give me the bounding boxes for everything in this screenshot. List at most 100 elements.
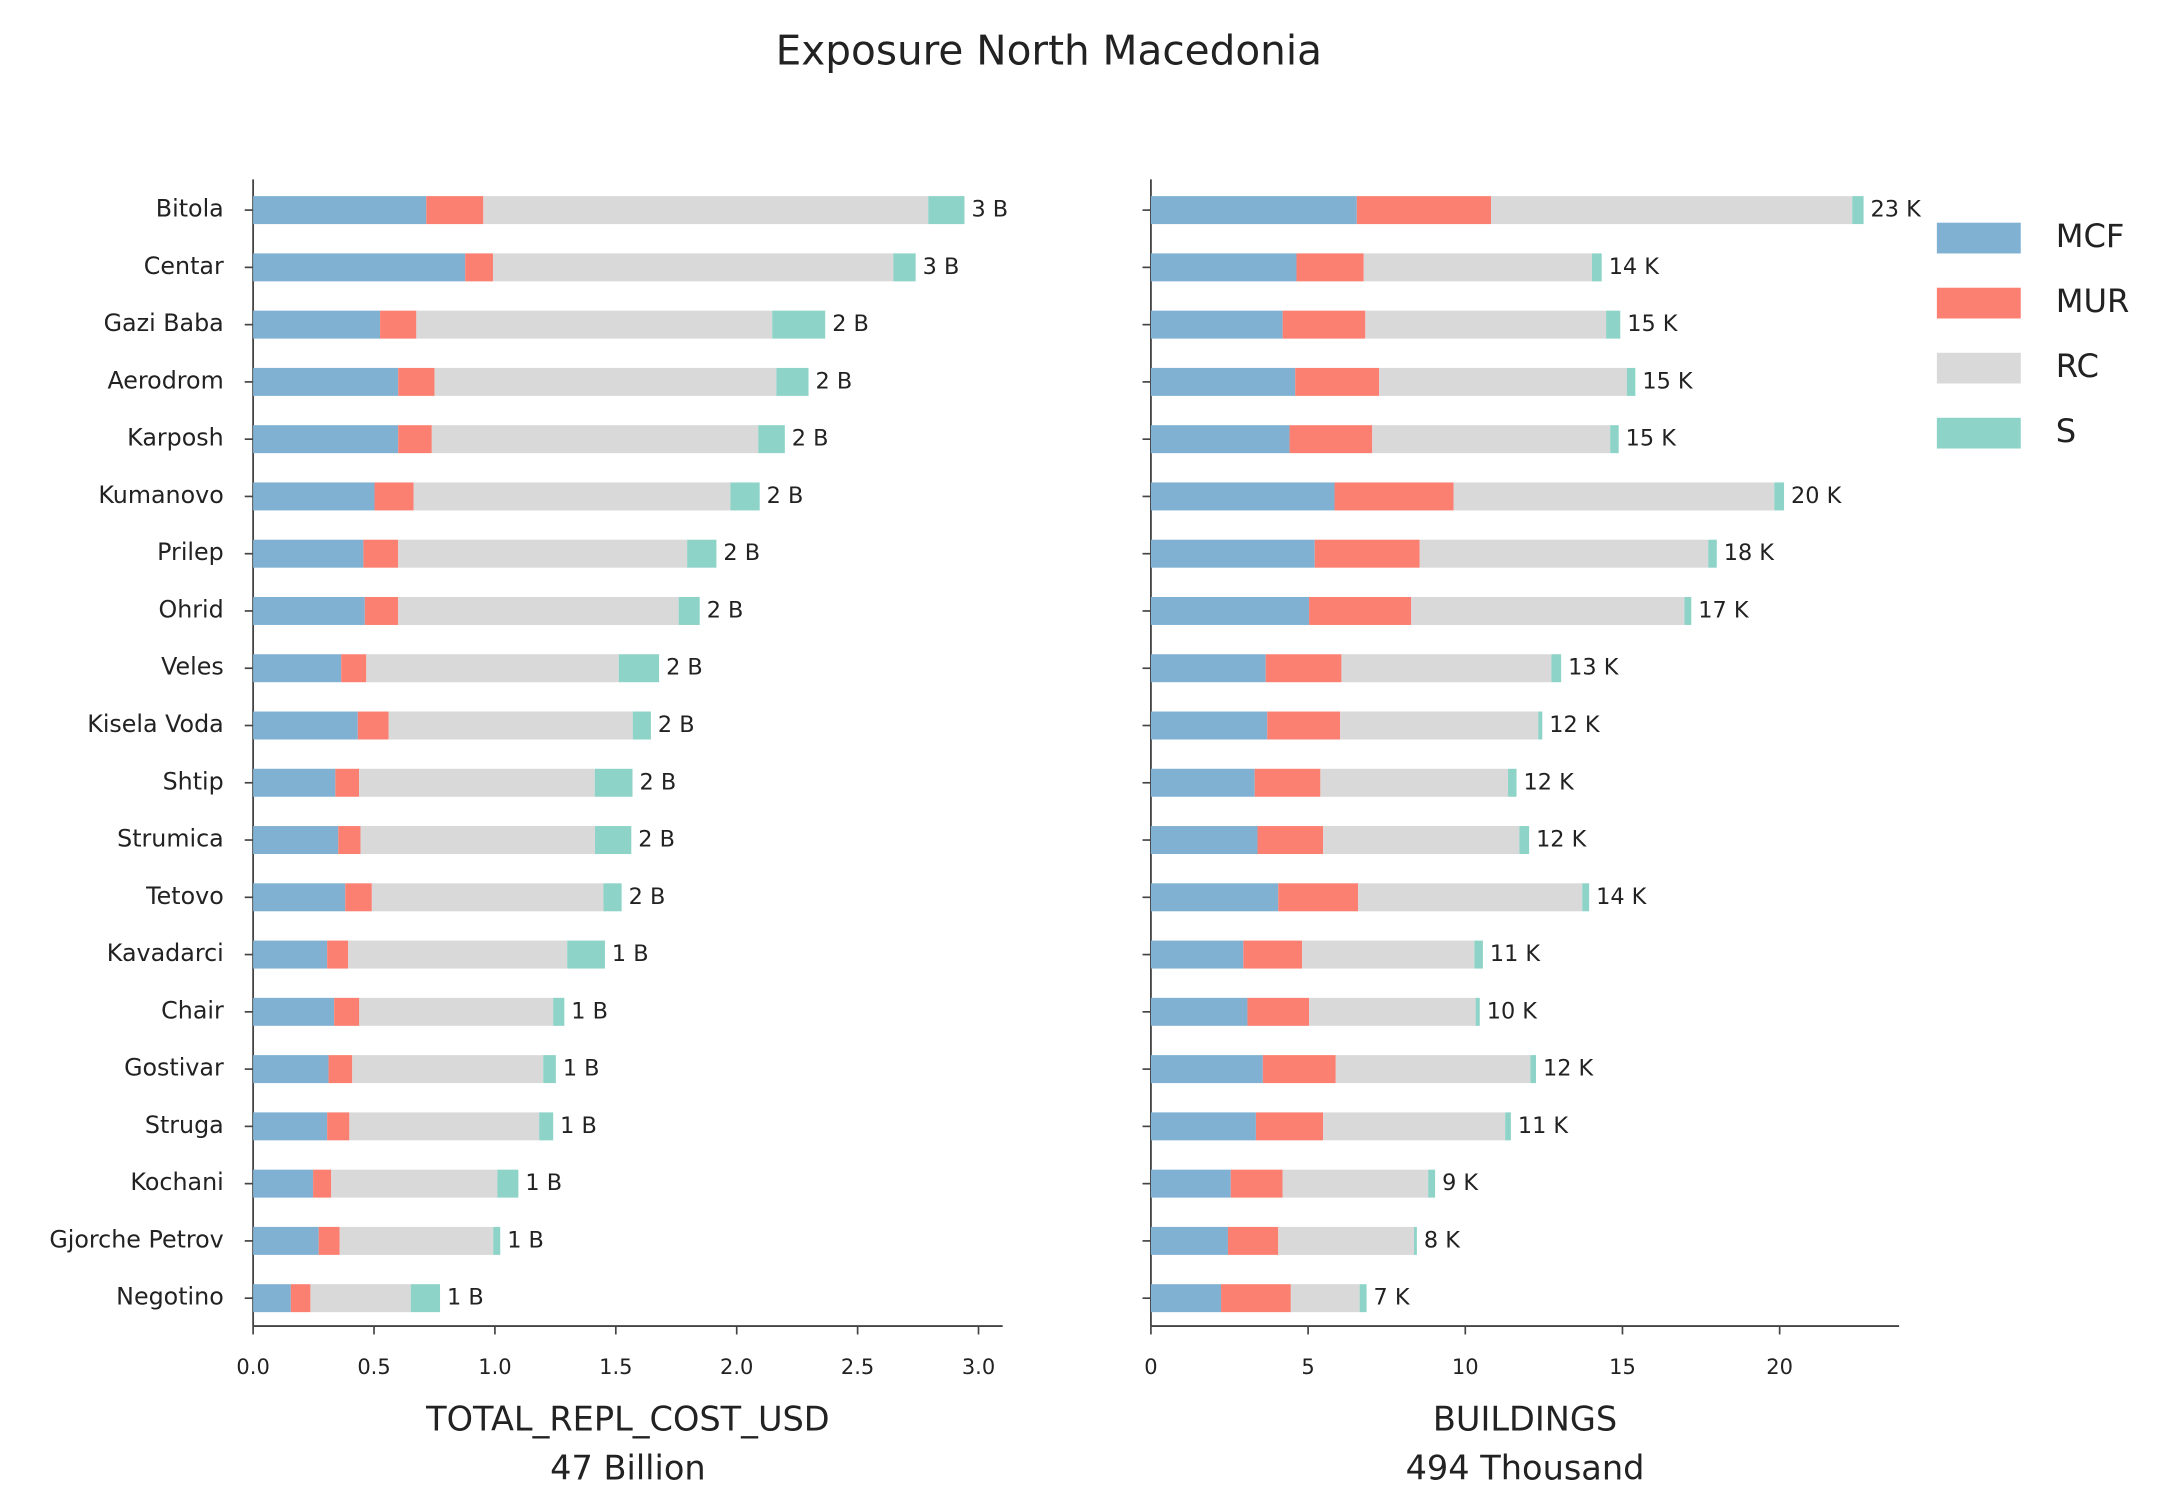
bar-segment — [357, 711, 389, 740]
bar-segment — [366, 654, 619, 683]
x-tick-label: 2.5 — [841, 1355, 874, 1379]
y-tick-label: Centar — [144, 252, 224, 280]
bar-segment — [1257, 826, 1324, 855]
bar-segment — [1340, 711, 1539, 740]
bar-segment — [1267, 711, 1341, 740]
x-axis-label: BUILDINGS — [1433, 1400, 1617, 1439]
total-label: 3 B — [971, 197, 1008, 223]
bar-segment — [928, 196, 965, 225]
bar-segment — [1334, 482, 1454, 511]
bar-segment — [253, 654, 342, 683]
total-label: 2 B — [666, 655, 703, 681]
x-tick-label: 15 — [1609, 1355, 1636, 1379]
bar-segment — [1774, 482, 1785, 511]
bar-segment — [339, 1226, 494, 1255]
bar-segment — [1591, 253, 1602, 282]
bar-segment — [253, 1112, 328, 1141]
bar-segment — [290, 1284, 311, 1313]
bar-segment — [359, 768, 595, 797]
total-label: 9 K — [1442, 1170, 1479, 1196]
bar-segment — [253, 596, 365, 625]
bar-segment — [1289, 425, 1373, 454]
bar-segment — [327, 1112, 350, 1141]
x-tick-label: 5 — [1301, 1355, 1314, 1379]
bar-segment — [1296, 253, 1364, 282]
bar-segment — [388, 711, 633, 740]
total-label: 2 B — [792, 426, 829, 452]
bar-segment — [1320, 768, 1509, 797]
bar-segment — [1323, 826, 1520, 855]
x-tick-label: 3.0 — [962, 1355, 995, 1379]
total-label: 1 B — [571, 998, 608, 1024]
total-label: 2 B — [816, 368, 853, 394]
bar-segment — [318, 1226, 340, 1255]
bar-segment — [253, 1055, 329, 1084]
total-label: 15 K — [1642, 368, 1694, 394]
bar-segment — [1150, 425, 1290, 454]
bar-segment — [253, 367, 399, 396]
bar-segment — [338, 826, 361, 855]
legend-swatch — [1936, 287, 2021, 319]
total-label: 13 K — [1568, 655, 1620, 681]
legend-label: RC — [2056, 347, 2099, 385]
x-tick-label: 1.5 — [599, 1355, 632, 1379]
bar-segment — [1356, 196, 1492, 225]
bar-segment — [1221, 1284, 1291, 1313]
bar-segment — [772, 310, 826, 339]
bar-segment — [595, 826, 632, 855]
x-tick-label: 20 — [1766, 1355, 1793, 1379]
total-label: 12 K — [1549, 712, 1601, 738]
y-tick-label: Tetovo — [145, 882, 224, 910]
bar-segment — [349, 1112, 540, 1141]
bar-segment — [1551, 654, 1562, 683]
bar-segment — [380, 310, 417, 339]
bar-segment — [1708, 539, 1717, 568]
legend-swatch — [1936, 352, 2021, 384]
total-label: 15 K — [1627, 311, 1679, 337]
bar-segment — [253, 940, 328, 969]
bar-segment — [1295, 367, 1380, 396]
bar-segment — [465, 253, 493, 282]
bar-segment — [1230, 1169, 1283, 1198]
total-label: 2 B — [658, 712, 695, 738]
bar-segment — [497, 1169, 519, 1198]
legend-label: MUR — [2056, 282, 2130, 320]
bar-segment — [398, 367, 435, 396]
bar-segment — [730, 482, 760, 511]
bar-segment — [253, 196, 427, 225]
total-label: 23 K — [1871, 197, 1923, 223]
bar-segment — [1414, 1226, 1417, 1255]
total-label: 12 K — [1536, 827, 1588, 853]
bar-segment — [364, 596, 399, 625]
bar-segment — [1243, 940, 1303, 969]
bar-segment — [1150, 539, 1315, 568]
x-tick-label: 10 — [1452, 1355, 1479, 1379]
bar-segment — [1302, 940, 1475, 969]
bar-segment — [253, 768, 336, 797]
bar-segment — [359, 997, 554, 1026]
bar-segment — [1453, 482, 1775, 511]
bar-segment — [687, 539, 717, 568]
bar-segment — [313, 1169, 332, 1198]
bar-segment — [1227, 1226, 1279, 1255]
bar-segment — [1262, 1055, 1336, 1084]
y-tick-label: Gostivar — [124, 1054, 224, 1082]
bar-segment — [331, 1169, 498, 1198]
bar-segment — [1309, 596, 1412, 625]
bar-segment — [492, 253, 894, 282]
x-tick-label: 0 — [1144, 1355, 1157, 1379]
x-axis-label: TOTAL_REPL_COST_USD — [425, 1400, 829, 1439]
bar-segment — [483, 196, 929, 225]
y-tick-label: Kisela Voda — [87, 710, 224, 738]
bar-segment — [253, 1226, 319, 1255]
bar-segment — [253, 310, 381, 339]
bar-segment — [1411, 596, 1685, 625]
bar-segment — [371, 883, 604, 912]
bar-segment — [1150, 826, 1258, 855]
x-axis-total: 494 Thousand — [1406, 1449, 1645, 1488]
bar-segment — [758, 425, 785, 454]
bar-segment — [603, 883, 622, 912]
bar-segment — [1365, 310, 1607, 339]
y-tick-label: Strumica — [117, 825, 224, 853]
